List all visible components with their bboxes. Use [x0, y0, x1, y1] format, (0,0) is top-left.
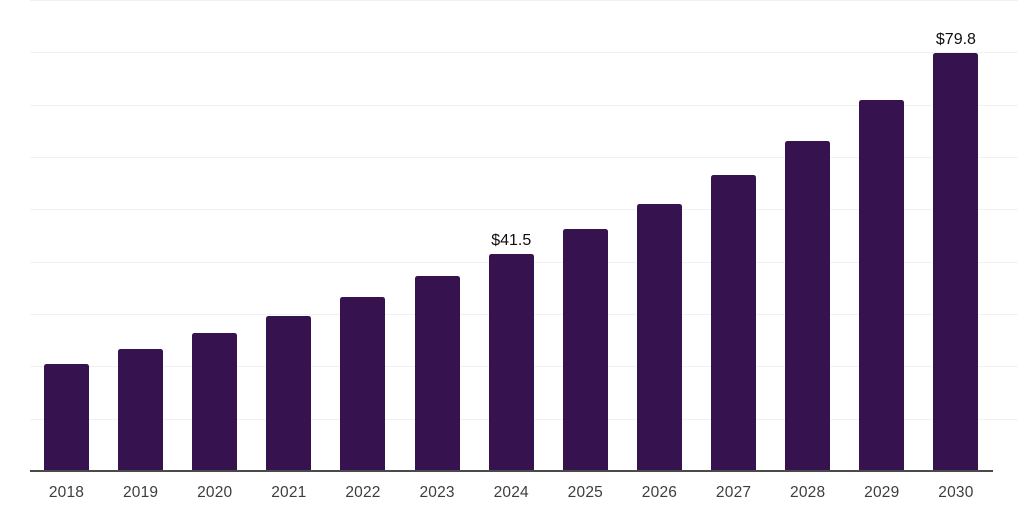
x-tick-2026: 2026: [641, 484, 678, 501]
data-label-2024: $41.5: [491, 231, 532, 249]
bar-2023: [414, 276, 460, 471]
x-tick-2020: 2020: [197, 484, 233, 501]
gridline-80: [30, 52, 1018, 54]
bar-2028: [785, 140, 831, 471]
bar-2021: [266, 316, 312, 471]
bar-2027: [711, 174, 757, 471]
x-tick-2019: 2019: [122, 484, 159, 501]
bar-2020: [192, 332, 238, 471]
bar-2022: [340, 296, 386, 471]
gridline-70: [30, 104, 1018, 106]
bar-2030: [933, 53, 979, 471]
x-tick-2023: 2023: [419, 484, 455, 501]
bar-2026: [636, 203, 682, 471]
bar-2024: [488, 253, 534, 471]
gridline-90: [30, 0, 1018, 1]
x-tick-2025: 2025: [567, 484, 603, 501]
x-tick-2024: 2024: [493, 484, 529, 501]
bar-2018: [44, 363, 89, 471]
x-tick-2028: 2028: [790, 484, 826, 501]
bar-2025: [562, 229, 608, 471]
bar-2019: [118, 349, 164, 471]
gridline-60: [30, 157, 1018, 158]
x-tick-2022: 2022: [345, 484, 381, 501]
x-tick-2030: 2030: [938, 484, 974, 501]
data-label-2030: $79.8: [935, 31, 976, 49]
bar-2029: [859, 100, 905, 471]
x-tick-2029: 2029: [864, 484, 900, 501]
x-tick-2021: 2021: [271, 484, 307, 501]
gridline-50: [30, 209, 1018, 211]
x-tick-2018: 2018: [48, 484, 85, 501]
x-axis-line: [30, 470, 993, 472]
x-tick-2027: 2027: [715, 484, 752, 501]
